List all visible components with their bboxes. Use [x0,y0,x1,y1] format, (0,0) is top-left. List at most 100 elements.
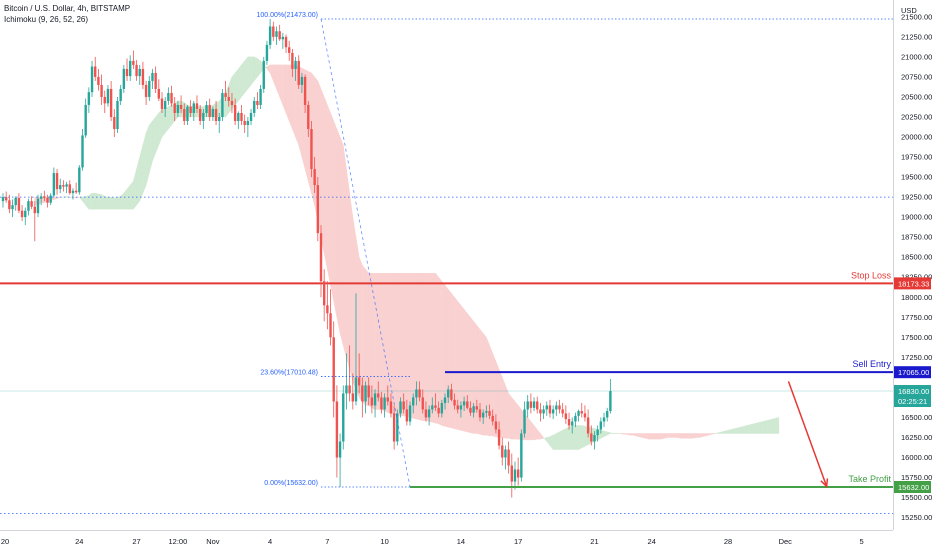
cloud-segment [234,68,239,106]
candle-body [55,173,59,190]
level-lines [0,196,893,515]
cloud-segment [575,425,579,450]
cloud-segment [406,272,411,418]
cloud-segment [756,421,761,434]
cloud-segment [578,425,583,450]
cloud-segment [454,296,458,430]
cloud-segment [228,76,233,114]
candle-body [555,405,558,410]
candle-body [450,389,453,400]
cloud-segment [393,272,398,416]
time-tick-label: 21 [590,537,598,546]
candle-body [545,405,548,410]
candle-body [606,411,609,418]
cloud-segment [540,432,544,440]
candle-body [20,210,24,218]
candle-body [529,401,533,408]
candle-body [558,405,561,410]
candle-body [94,66,97,77]
candle-body [516,469,520,478]
cloud-segment [715,432,719,434]
candle-body [370,397,374,406]
candle-body [49,195,52,203]
cloud-segment [164,106,169,134]
candle-body [8,200,11,210]
candle-body [71,190,75,194]
time-tick-label: Dec [779,537,793,546]
price-tick-label: 15750.00 [901,473,932,482]
candle-body [275,31,278,37]
time-tick-label: 24 [648,537,656,546]
candle-body [447,389,450,398]
cloud-segment [514,400,519,440]
candle-body [211,108,215,117]
indicator-legend[interactable]: Ichimoku (9, 26, 52, 26) [4,15,89,24]
cloud-segment [145,124,150,186]
cloud-segment [508,392,513,440]
time-tick-label: 5 [860,537,864,546]
candle-body [24,210,27,218]
cloud-segment [247,56,252,90]
candle-body [408,405,412,422]
candle-body [415,389,418,398]
candle-body [564,413,568,420]
time-tick-label: 10 [380,537,388,546]
candle-body [148,80,151,97]
candle-body [294,60,297,69]
candle-body [224,92,227,97]
cloud-segment [107,196,112,210]
cloud-segment [266,64,271,74]
current-price-tag: 16830.00 [898,387,929,396]
candle-body [189,106,192,113]
candle-body [326,305,329,314]
cloud-segment [257,57,261,78]
cloud-segment [619,433,624,435]
cloud-segment [734,427,738,434]
cloud-segment [626,433,630,436]
cloud-segment [498,369,503,438]
candle-body [542,409,545,414]
cloud-segment [651,433,656,440]
cloud-segment [384,272,389,414]
candle-body [434,405,437,408]
cloud-segment [654,433,659,440]
time-tick-label: 28 [724,537,732,546]
candle-body [33,206,36,214]
price-tick-label: 19500.00 [901,173,932,182]
cloud-segment [352,217,357,390]
cloud-segment [98,193,102,210]
candle-body [198,108,202,121]
sell-entry-price-tag-bg [894,366,931,379]
cloud-segment [336,128,341,334]
time-axis[interactable]: 20 24 27 12:00 Nov 4 7 10 14 17 21 24 28 Dec 5 [0,530,893,550]
cloud-segment [482,332,487,436]
cloud-segment [657,433,662,440]
stop-loss-label: Stop Loss [851,270,892,280]
candle-body [186,106,189,121]
cloud-segment [149,120,153,174]
candle-body [27,201,30,211]
candle-body [392,413,396,442]
cloud-segment [276,64,280,98]
candle-body [609,391,612,412]
price-tick-label: 20750.00 [901,72,932,81]
price-axis[interactable]: 21500.00 21250.00 21000.00 20750.00 20500.00… [893,0,932,550]
cloud-segment [253,56,258,82]
cloud-segment [600,429,605,439]
chart-title: Bitcoin / U.S. Dollar, 4h, BITSTAMP [4,4,131,13]
cloud-segment [397,272,401,417]
candle-body [364,385,367,402]
candle-body [412,397,415,406]
candle-body [307,104,310,130]
candle-body [313,169,316,186]
candle-body [459,405,463,410]
cloud-segment [447,288,452,429]
cloud-segment [362,264,366,407]
cloud-segment [142,132,147,194]
candle-body [291,52,294,69]
candle-body [30,201,33,207]
cloud-segment [527,416,532,441]
candle-body [167,92,170,101]
cloud-segment [282,64,287,114]
